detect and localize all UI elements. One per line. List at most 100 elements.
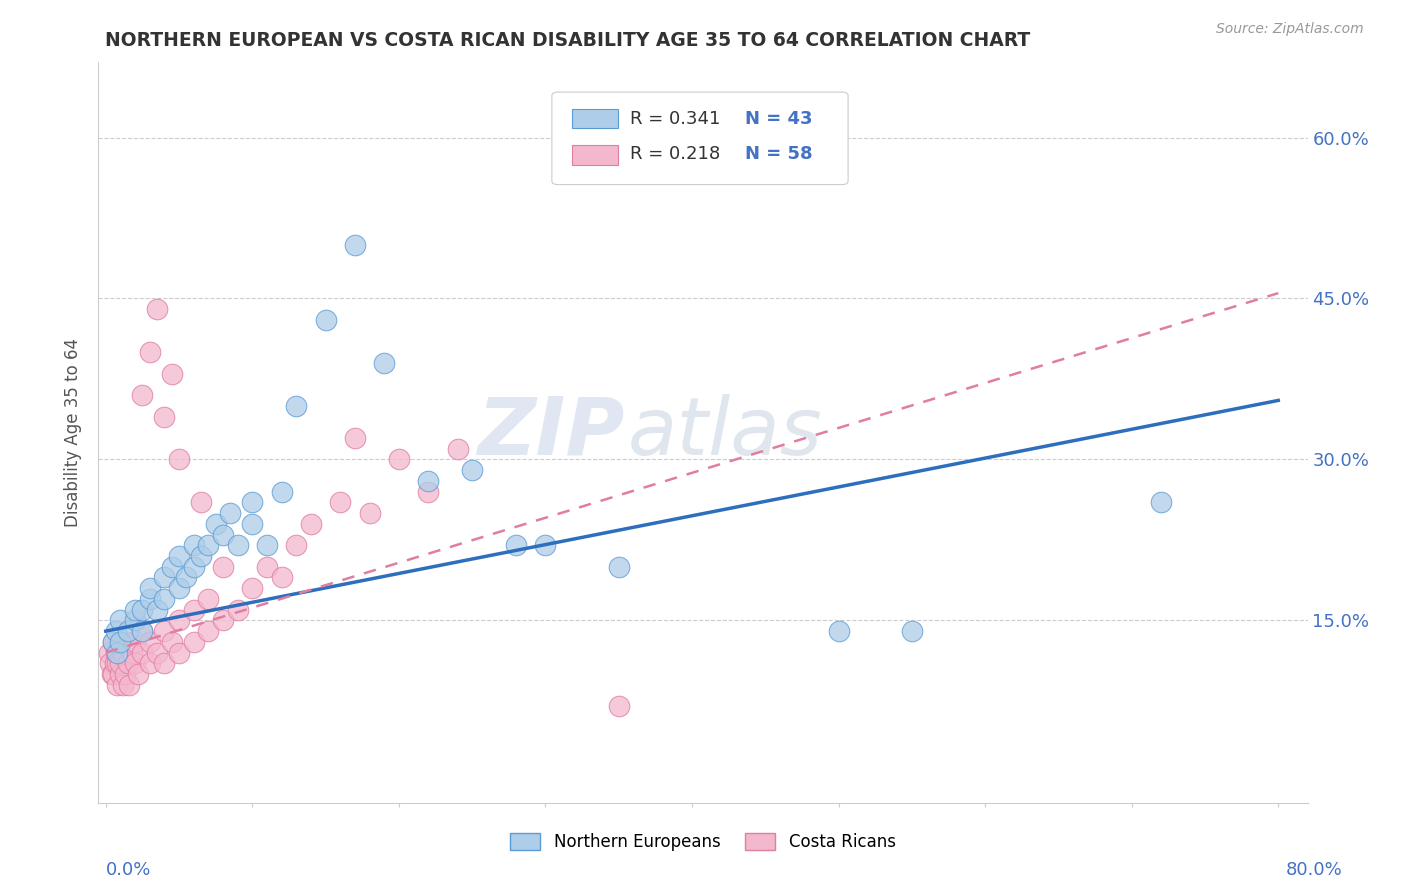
Point (197, 624, 219, 639)
Point (160, 635, 183, 649)
Point (110, 657, 132, 671)
Point (131, 624, 153, 639)
Text: atlas: atlas (628, 393, 823, 472)
Point (359, 506, 381, 520)
Point (343, 431, 366, 445)
Y-axis label: Disability Age 35 to 64: Disability Age 35 to 64 (65, 338, 83, 527)
Point (607, 699, 630, 714)
Point (183, 602, 205, 616)
Point (103, 657, 125, 671)
Text: R = 0.218: R = 0.218 (630, 145, 721, 162)
Point (183, 538, 205, 552)
Point (114, 667, 136, 681)
Text: 80.0%: 80.0% (1286, 861, 1343, 879)
Point (107, 646, 129, 660)
Point (418, 484, 440, 499)
Legend: Northern Europeans, Costa Ricans: Northern Europeans, Costa Ricans (503, 826, 903, 857)
Point (110, 614, 132, 628)
Point (204, 516, 226, 531)
Point (131, 388, 153, 402)
Point (285, 399, 308, 413)
Text: Source: ZipAtlas.com: Source: ZipAtlas.com (1216, 22, 1364, 37)
Point (146, 302, 169, 317)
Point (105, 646, 128, 660)
Point (418, 474, 440, 488)
Point (110, 635, 132, 649)
Point (121, 646, 143, 660)
Point (131, 602, 153, 616)
Point (461, 463, 484, 477)
Point (388, 452, 411, 467)
Point (117, 635, 139, 649)
Point (240, 516, 263, 531)
Point (98, 657, 121, 671)
FancyBboxPatch shape (572, 145, 619, 165)
Point (240, 495, 263, 509)
Point (160, 367, 183, 381)
Point (110, 635, 132, 649)
Point (117, 624, 139, 639)
Point (124, 657, 146, 671)
Point (183, 635, 205, 649)
Point (256, 538, 278, 552)
Point (285, 538, 308, 552)
Point (240, 581, 263, 595)
Point (124, 635, 146, 649)
Point (124, 614, 146, 628)
Point (112, 678, 135, 692)
Point (146, 646, 169, 660)
Point (299, 516, 322, 531)
Point (117, 657, 139, 671)
Point (167, 581, 190, 595)
Point (118, 678, 141, 692)
Point (270, 484, 292, 499)
Point (256, 559, 278, 574)
Point (101, 635, 124, 649)
Text: ZIP: ZIP (477, 393, 624, 472)
Point (607, 559, 630, 574)
Point (219, 506, 242, 520)
Point (167, 614, 190, 628)
Text: N = 58: N = 58 (745, 145, 813, 162)
Point (212, 559, 235, 574)
Point (138, 635, 160, 649)
Point (105, 624, 128, 639)
Point (107, 657, 129, 671)
FancyBboxPatch shape (572, 109, 619, 128)
Point (107, 678, 129, 692)
Point (827, 624, 849, 639)
Point (131, 646, 153, 660)
Point (212, 614, 235, 628)
Point (153, 624, 176, 639)
Point (153, 409, 176, 424)
Point (146, 602, 169, 616)
Point (1150, 495, 1173, 509)
Point (446, 442, 468, 456)
Text: N = 43: N = 43 (745, 110, 813, 128)
Point (505, 538, 527, 552)
Point (167, 452, 190, 467)
Point (138, 581, 160, 595)
Point (190, 495, 212, 509)
Point (329, 495, 352, 509)
Point (901, 624, 924, 639)
Point (183, 559, 205, 574)
Point (197, 591, 219, 606)
Point (167, 646, 190, 660)
Point (226, 538, 249, 552)
Point (167, 549, 190, 563)
Point (127, 667, 149, 681)
Point (226, 602, 249, 616)
Point (160, 559, 183, 574)
Point (153, 570, 176, 584)
Point (343, 237, 366, 252)
Point (138, 657, 160, 671)
Point (270, 570, 292, 584)
Point (153, 657, 176, 671)
Text: R = 0.341: R = 0.341 (630, 110, 721, 128)
Point (197, 538, 219, 552)
Point (315, 313, 337, 327)
Point (101, 635, 124, 649)
Point (101, 667, 124, 681)
FancyBboxPatch shape (551, 92, 848, 185)
